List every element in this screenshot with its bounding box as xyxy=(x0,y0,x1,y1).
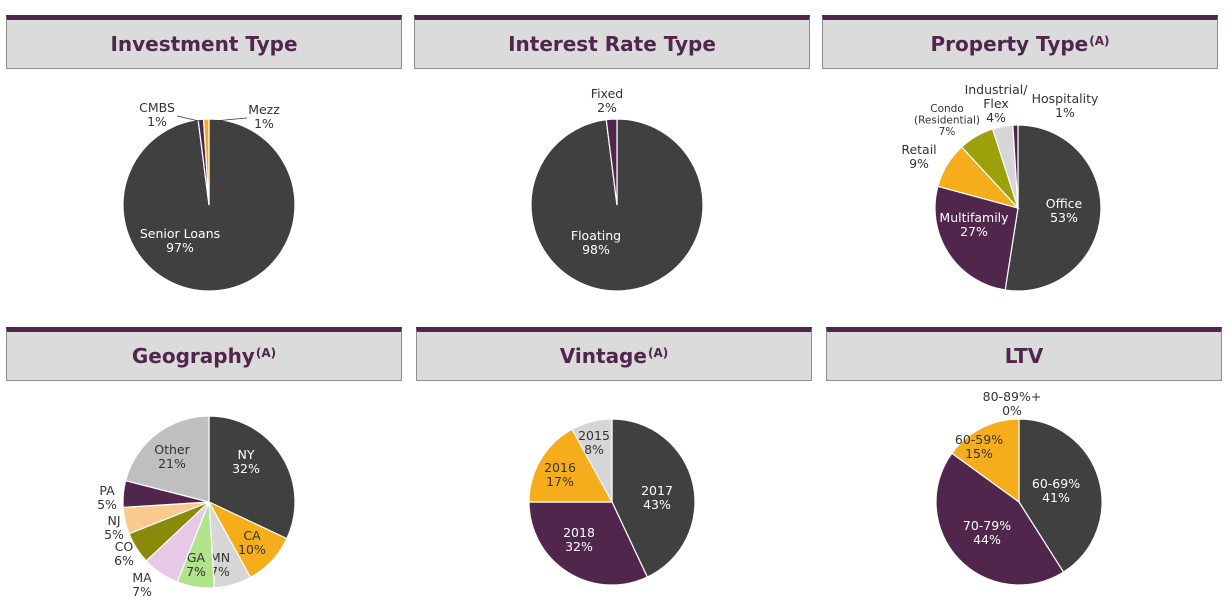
slice-label-floating: Floating 98% xyxy=(571,228,621,257)
chart-title: Investment Type xyxy=(110,32,298,56)
slice-label-70-79: 70-79% 44% xyxy=(963,518,1011,547)
slice-label-2015: 2015 8% xyxy=(578,428,610,457)
chart-title: LTV xyxy=(1004,344,1044,368)
pie-chart-geography: NY 32% CA 10% MN 7%GA 7% MA 7%CO 6%NJ 5%PA 5% Other 2… xyxy=(97,415,296,599)
footnote-marker: (A) xyxy=(647,346,669,360)
slice-label-ca: CA 10% xyxy=(238,528,266,557)
chart-title: Geography xyxy=(131,344,255,368)
pie-chart-interest-rate-type: Floating 98% Fixed 2% xyxy=(530,86,704,292)
slice-label-mn: MN 7% xyxy=(210,550,230,579)
chart-title: Interest Rate Type xyxy=(508,32,716,56)
slice-label-60-69: 60-69% 41% xyxy=(1032,476,1080,505)
panel-property-type: Property Type (A) Office 53% Multifamily 27%… xyxy=(822,15,1218,305)
chart-header: Interest Rate Type xyxy=(414,15,810,69)
slice-label-hospitality: Hospitality 1% xyxy=(1032,91,1099,120)
panel-vintage: Vintage (A) 2017 43% 2018 32% 2016 17% 2015 8% xyxy=(416,327,812,614)
slice-label-2018: 2018 32% xyxy=(563,525,595,554)
pie-chart-property-type: Office 53% Multifamily 27% Retail 9% Condo (Res… xyxy=(901,82,1102,292)
slice-label-cmbs: CMBS 1% xyxy=(139,100,175,129)
pie-slice-multifamily xyxy=(934,185,1019,291)
slice-label-ga: GA 7% xyxy=(186,550,206,579)
slice-label-other: Other 21% xyxy=(154,442,190,471)
slice-label-nj: NJ 5% xyxy=(104,513,124,542)
chart-title: Vintage xyxy=(559,344,647,368)
slice-label-80-89: 80-89%+ 0% xyxy=(983,389,1042,418)
chart-header: Property Type (A) xyxy=(822,15,1218,69)
slice-label-office: Office 53% xyxy=(1046,196,1083,225)
slice-label-fixed: Fixed 2% xyxy=(591,86,623,115)
pie-slice-office xyxy=(1004,124,1102,292)
pie-slice-2016 xyxy=(528,428,614,503)
pie-slice-60-59 xyxy=(951,418,1020,504)
slice-label-co: CO 6% xyxy=(114,539,134,568)
chart-header: LTV xyxy=(826,327,1222,381)
slice-label-multifamily: Multifamily 27% xyxy=(939,210,1009,239)
panel-investment-type: Investment Type Senior Loans 97% CMBS 1% Mez… xyxy=(6,15,402,305)
pie-slice-mezz xyxy=(202,118,210,206)
pie-slice-fixed xyxy=(605,118,618,206)
pie-chart-ltv: 60-69% 41% 70-79% 44% 60-59% 15% 80-89%+ 0% xyxy=(935,389,1103,586)
leader-line xyxy=(213,117,248,122)
footnote-marker: (A) xyxy=(1089,34,1110,48)
slice-label-60-59: 60-59% 15% xyxy=(955,432,1003,461)
pie-chart-investment-type: Senior Loans 97% CMBS 1% Mezz 1% xyxy=(122,100,296,292)
panel-geography: Geography (A) NY 32% CA 10% MN 7% GA 7% MA 7% CO 6% N… xyxy=(6,327,402,614)
pie-chart-vintage: 2017 43% 2018 32% 2016 17%2015 8% xyxy=(528,418,696,586)
chart-header: Geography (A) xyxy=(6,327,402,381)
pie-slice-2015 xyxy=(571,418,613,503)
pie-slice-hospitality xyxy=(1012,124,1019,209)
slice-label-retail: Retail 9% xyxy=(901,142,936,171)
slice-label-ny: NY 32% xyxy=(232,447,260,476)
chart-title: Property Type xyxy=(930,32,1089,56)
slice-label-ma: MA 7% xyxy=(132,570,152,599)
pie-slice-2018 xyxy=(528,501,649,586)
pie-slice-70-79 xyxy=(935,452,1065,586)
slice-label-mezz: Mezz 1% xyxy=(248,102,280,131)
pie-slice-2017 xyxy=(611,418,696,578)
pie-slice-other xyxy=(124,415,210,503)
slice-label-senior-loans: Senior Loans 97% xyxy=(140,226,220,255)
footnote-marker: (A) xyxy=(255,346,277,360)
panel-ltv: LTV 60-69% 41% 70-79% 44% 60-59% 15% 80-89%+ 0% xyxy=(826,327,1222,614)
slice-label-pa: PA 5% xyxy=(97,483,117,512)
pie-slice-ny xyxy=(208,415,296,540)
chart-header: Vintage (A) xyxy=(416,327,812,381)
slice-label-2016: 2016 17% xyxy=(544,460,576,489)
slice-label-industrial-flex: Industrial/Flex 4% xyxy=(965,82,1029,125)
slice-label-2017: 2017 43% xyxy=(641,483,673,512)
panel-interest-rate-type: Interest Rate Type Floating 98% Fixed 2% xyxy=(414,15,810,305)
slice-label-condo-residential: Condo (Residential) 7% xyxy=(914,103,980,138)
chart-header: Investment Type xyxy=(6,15,402,69)
leader-line xyxy=(176,115,200,122)
